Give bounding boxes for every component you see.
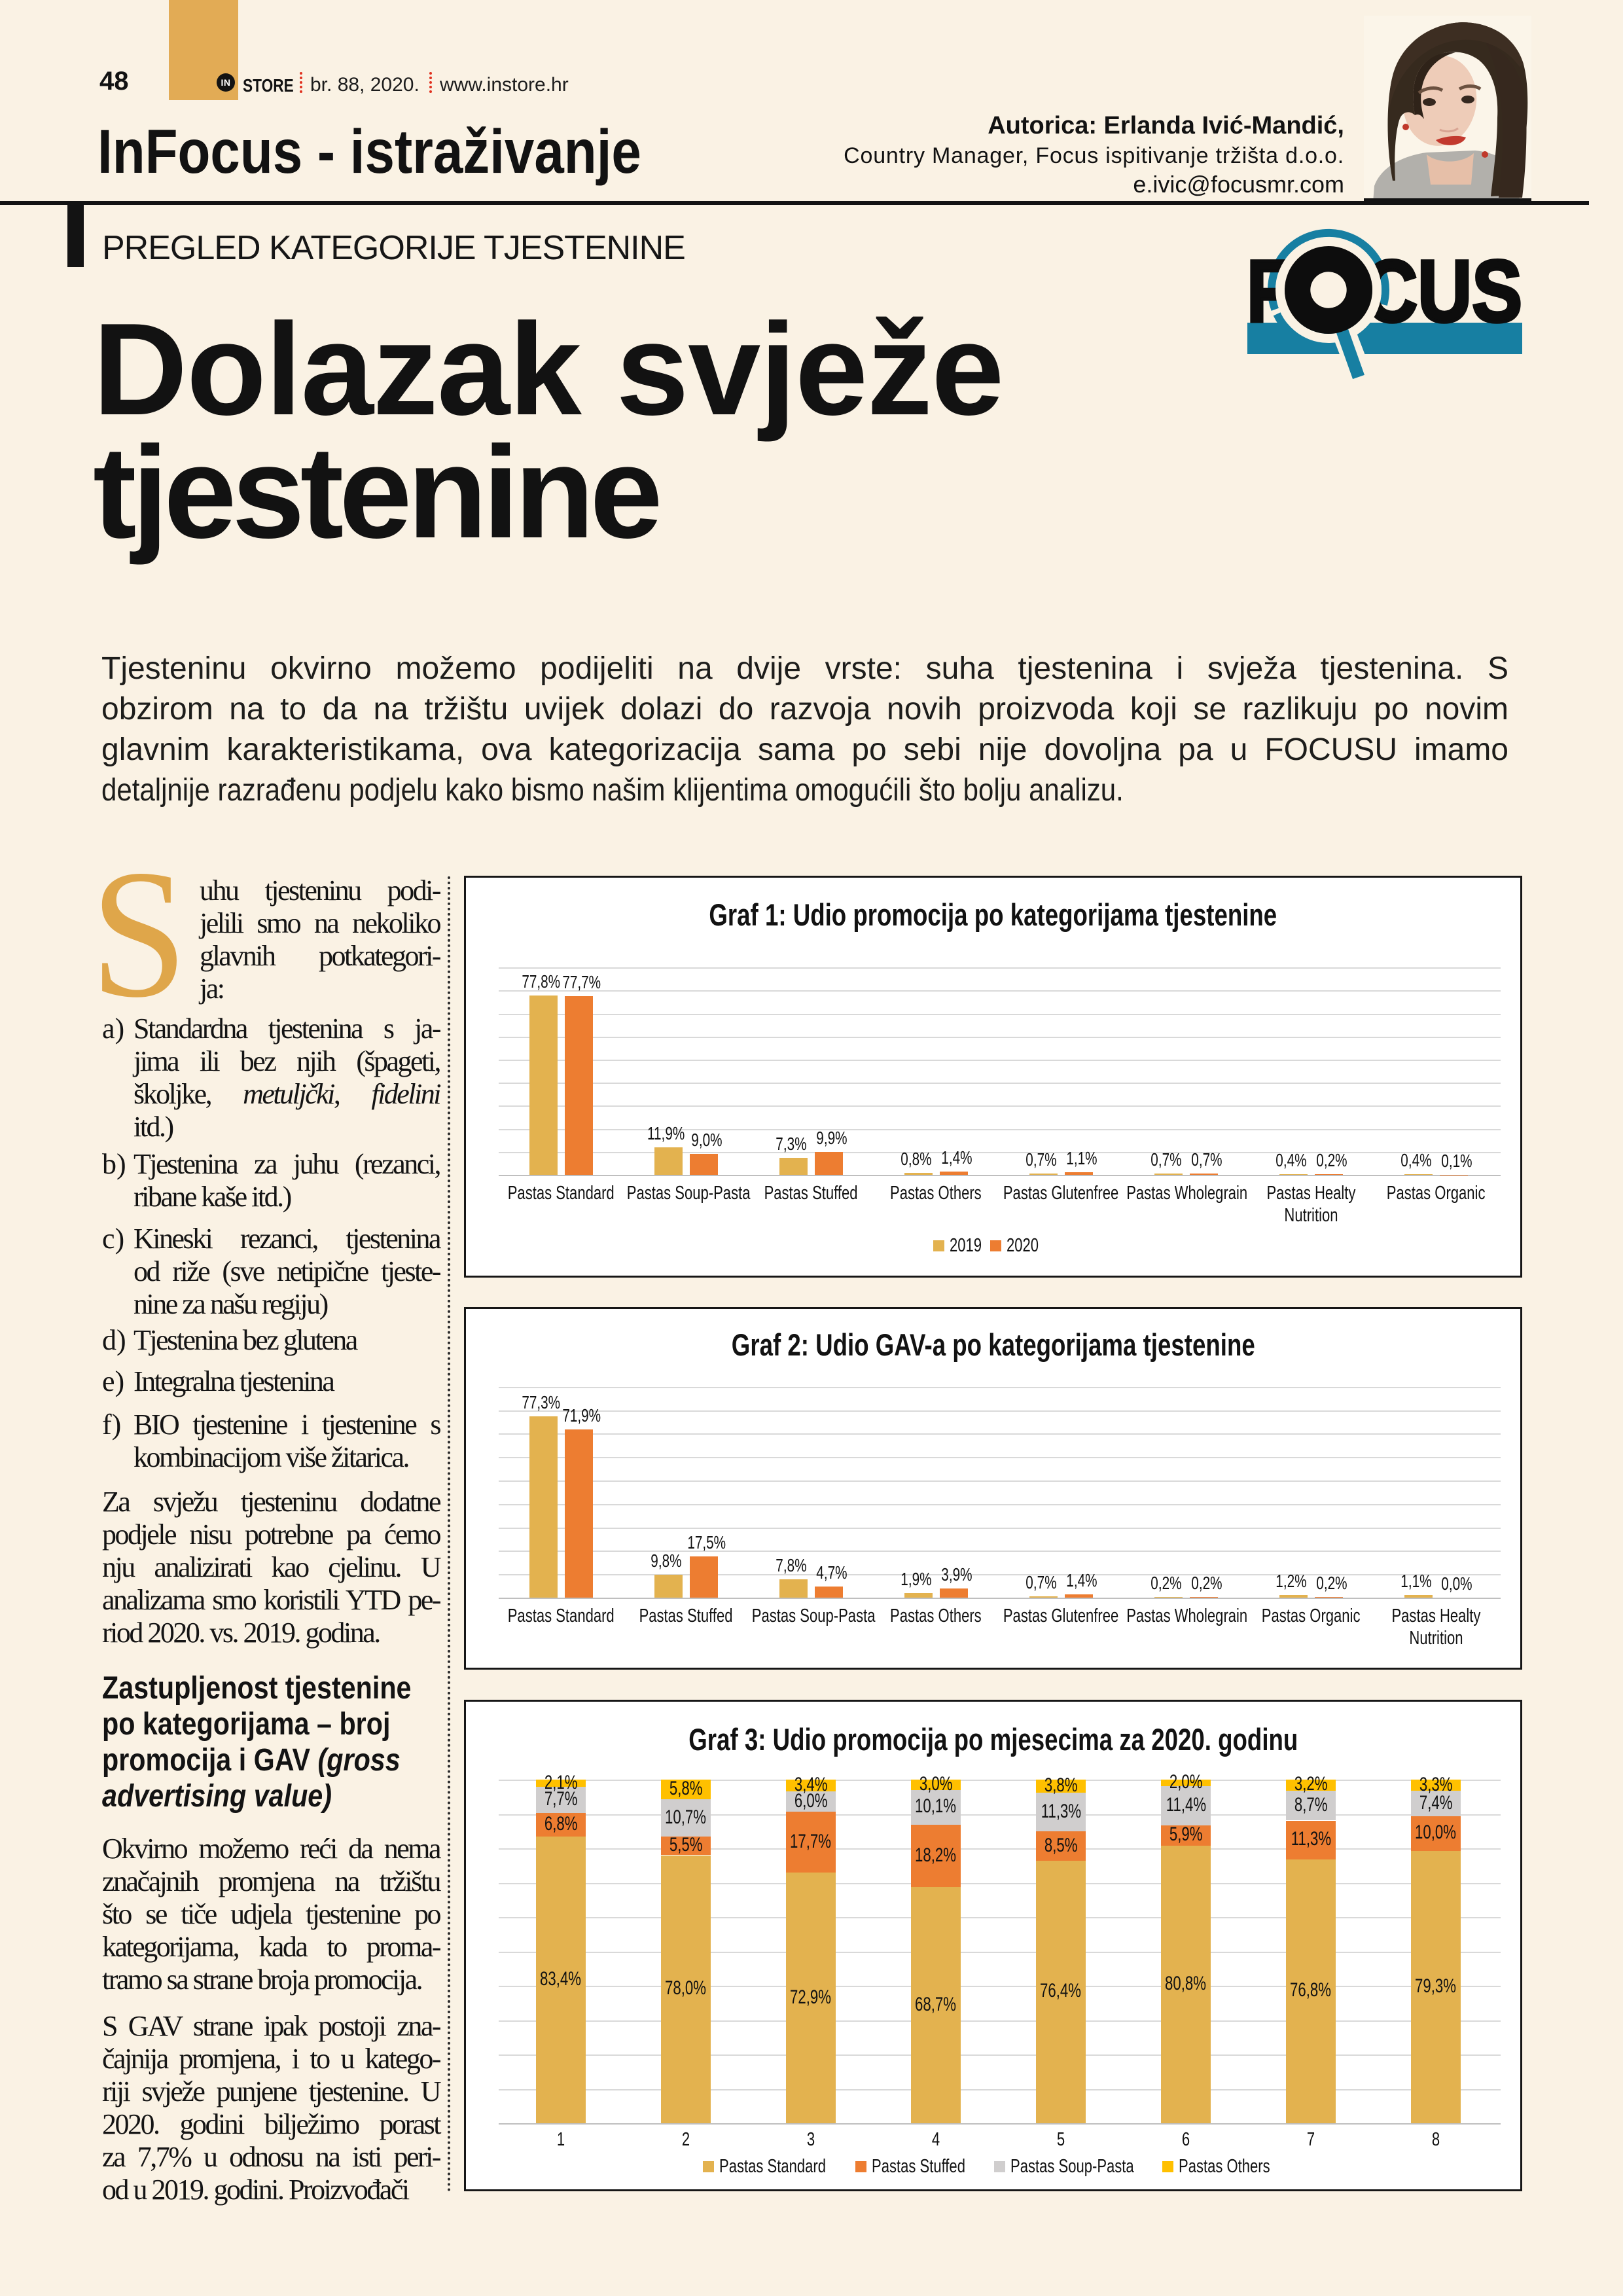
svg-text:CUS: CUS: [1363, 243, 1522, 340]
